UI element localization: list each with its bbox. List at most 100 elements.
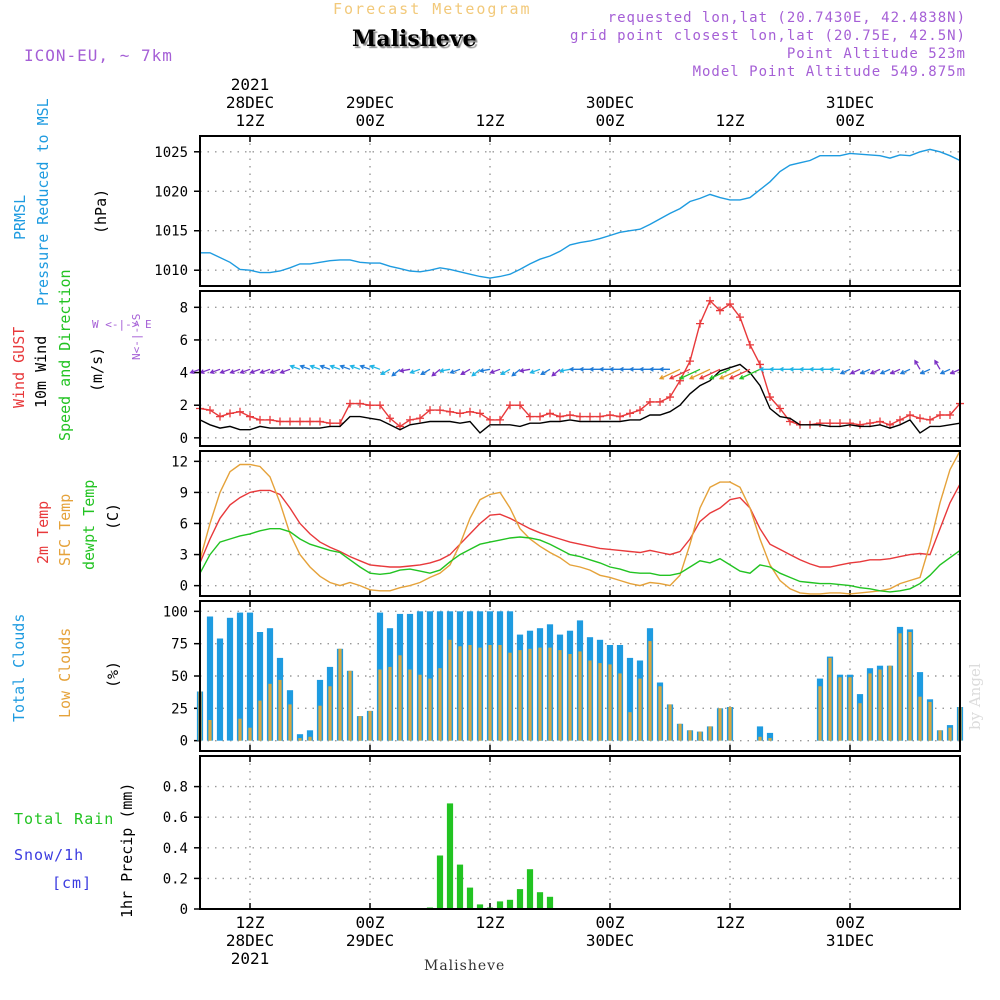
gust-marker <box>746 340 754 349</box>
clouds-panel <box>194 600 964 752</box>
wind-direction-arrow <box>529 368 541 374</box>
low-cloud-bar <box>478 647 482 741</box>
gust-marker <box>496 415 504 424</box>
low-cloud-bar <box>838 677 842 741</box>
low-cloud-bar <box>908 632 912 741</box>
low-cloud-bar <box>468 645 472 741</box>
wind-direction-arrow <box>788 366 801 372</box>
ytick-label: 25 <box>171 701 188 717</box>
ytick-label: 4 <box>180 366 188 382</box>
wind-direction-arrow <box>638 366 651 372</box>
wind-direction-arrow <box>738 368 761 380</box>
gust-marker <box>686 357 694 366</box>
wind-direction-arrow <box>219 368 231 374</box>
gust-marker <box>696 319 704 328</box>
chart-header-faded-title: Forecast Meteogram <box>333 0 532 18</box>
wind-direction-arrow <box>489 368 501 374</box>
ytick-label: 0.6 <box>163 810 188 826</box>
wind-direction-arrow <box>319 364 331 370</box>
total-rain-label: Total Rain <box>14 810 115 828</box>
ytick-label: 0 <box>180 579 188 595</box>
wind-direction-arrow <box>279 368 291 374</box>
low-cloud-bar <box>728 707 732 741</box>
low-cloud-bar <box>498 645 502 741</box>
ytick-label: 2 <box>180 398 188 414</box>
low-cloud-bar <box>208 720 212 741</box>
low-cloud-bar <box>598 663 602 741</box>
low-cloud-bar <box>458 646 462 741</box>
low-cloud-bar <box>338 648 342 741</box>
top-time-label: 12Z <box>236 111 265 130</box>
bottom-time-label: 28DEC <box>226 931 274 950</box>
wind-direction-arrow <box>678 368 701 380</box>
gust-marker <box>656 397 664 406</box>
low-cloud-bar <box>248 727 252 741</box>
low-cloud-bar <box>688 730 692 741</box>
bottom-time-label: 00Z <box>356 913 385 932</box>
wind-direction-arrow <box>869 368 881 375</box>
wind-direction-arrow <box>778 366 791 372</box>
bottom-time-label: 29DEC <box>346 931 394 950</box>
series-line <box>200 148 961 279</box>
ytick-label: 1015 <box>154 224 188 240</box>
wind-direction-arrow <box>934 359 941 370</box>
gust-marker <box>756 360 764 369</box>
wind-direction-arrow <box>708 368 731 380</box>
top-time-label: 00Z <box>596 111 625 130</box>
wind-direction-arrow <box>859 368 871 375</box>
total-cloud-bar <box>426 611 434 741</box>
point-altitude: Point Altitude 523m <box>786 46 966 62</box>
wind-direction-arrow <box>438 368 451 373</box>
wind-direction-arrow <box>658 368 681 380</box>
gust-marker <box>896 415 904 424</box>
wind-direction-arrow <box>718 368 741 380</box>
ytick-label: 1010 <box>154 263 188 279</box>
ytick-label: 12 <box>171 454 188 470</box>
low-cloud-bar <box>628 712 632 741</box>
low-cloud-bar <box>578 651 582 741</box>
gust-marker <box>596 412 604 421</box>
series-line <box>199 450 961 595</box>
wind-direction-arrow <box>460 368 471 375</box>
low-cloud-bar <box>318 705 322 741</box>
wind-direction-arrow <box>189 368 201 374</box>
total-cloud-bar <box>296 734 304 741</box>
wind-direction-arrow <box>879 368 891 375</box>
low-cloud-bar <box>618 673 622 741</box>
wind-direction-arrow <box>518 368 531 373</box>
wind-direction-arrow <box>339 364 351 370</box>
ytick-label: 3 <box>180 548 188 564</box>
wind-direction-arrow <box>409 368 421 374</box>
top-time-label: 12Z <box>476 111 505 130</box>
low-cloud-bar <box>448 639 452 741</box>
low-cloud-bar <box>878 669 882 741</box>
bottom-time-label: 12Z <box>476 913 505 932</box>
gust-marker <box>726 300 734 309</box>
panel-frame <box>199 450 961 597</box>
gust-marker <box>566 411 574 419</box>
low-cloud-bar <box>258 700 262 741</box>
precip-panel <box>194 755 961 910</box>
gust-marker <box>426 406 434 415</box>
series-line <box>199 483 961 568</box>
gust-marker <box>946 411 954 419</box>
low-cloud-bar <box>858 703 862 741</box>
wind-direction-arrow <box>380 368 391 375</box>
rain-bar <box>546 896 554 909</box>
low-cloud-bar <box>428 678 432 741</box>
total-cloud-bar <box>236 612 244 741</box>
ytick-label: 1020 <box>154 184 188 200</box>
ytick-label: 0 <box>180 431 188 447</box>
wind-direction-arrow <box>808 366 821 372</box>
low-cloud-bar <box>508 652 512 741</box>
rain-bar <box>446 803 454 909</box>
bottom-time-label: 2021 <box>231 949 270 968</box>
gust-marker <box>556 412 564 421</box>
rain-bar <box>536 892 544 909</box>
wind-direction-arrow <box>289 364 301 370</box>
wind-direction-arrow <box>511 368 521 377</box>
gust-marker <box>226 409 234 418</box>
wind-direction-arrow <box>259 368 271 374</box>
low-cloud-bar <box>928 701 932 741</box>
low-cloud-bar <box>768 738 772 741</box>
